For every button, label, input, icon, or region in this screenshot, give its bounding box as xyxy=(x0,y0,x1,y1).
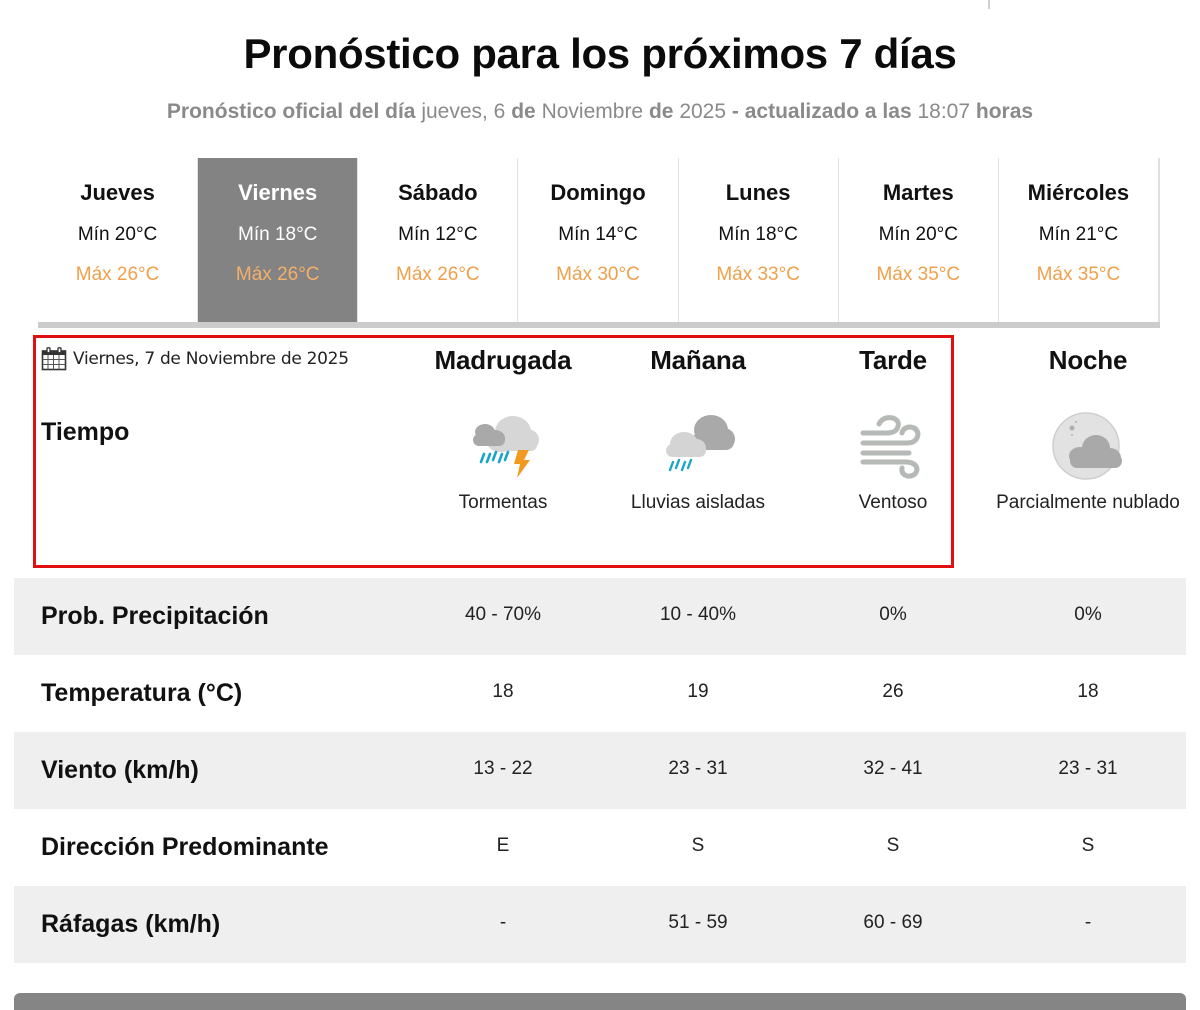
cell-tarde: 0% xyxy=(879,603,907,625)
day-max-temp: Máx 33°C xyxy=(716,264,800,285)
day-name: Miércoles xyxy=(1027,180,1130,205)
cell-noche: S xyxy=(1081,834,1095,856)
page-title: Pronóstico para los próximos 7 días xyxy=(243,30,957,77)
subtitle-year: 2025 xyxy=(679,100,727,123)
day-min-temp: Mín 14°C xyxy=(558,224,638,245)
cell-manana: 19 xyxy=(687,680,709,702)
row-label: Viento (km/h) xyxy=(41,756,199,784)
day-tab-martes[interactable]: Martes Mín 20°C Máx 35°C xyxy=(839,158,999,322)
day-min-temp: Mín 12°C xyxy=(398,224,478,245)
cell-manana: 51 - 59 xyxy=(668,911,728,933)
selected-date-text: Viernes, 7 de Noviembre de 2025 xyxy=(73,349,349,369)
day-min-temp: Mín 18°C xyxy=(718,224,798,245)
row-label: Temperatura (°C) xyxy=(41,679,243,707)
table-row-temperature: Temperatura (°C) 18 19 26 18 xyxy=(14,655,1186,732)
period-description: Ventoso xyxy=(858,492,928,513)
period-tarde: Tarde Ventoso xyxy=(783,345,1003,518)
row-label: Dirección Predominante xyxy=(41,833,329,861)
period-name: Mañana xyxy=(650,345,746,375)
cell-noche: 18 xyxy=(1077,680,1099,702)
subtitle-weekday: jueves, 6 xyxy=(421,100,506,123)
day-tab-miercoles[interactable]: Miércoles Mín 21°C Máx 35°C xyxy=(999,158,1160,322)
period-name: Madrugada xyxy=(434,345,572,375)
subtitle-time: 18:07 xyxy=(917,100,971,123)
day-min-temp: Mín 20°C xyxy=(77,224,158,245)
cell-madrugada: - xyxy=(499,911,507,933)
cell-tarde: 26 xyxy=(882,680,904,702)
day-tab-sabado[interactable]: Sábado Mín 12°C Máx 26°C xyxy=(358,158,519,322)
cell-tarde: 60 - 69 xyxy=(863,911,923,933)
top-divider xyxy=(988,0,990,9)
cell-noche: - xyxy=(1084,911,1092,933)
selected-date: Viernes, 7 de Noviembre de 2025 xyxy=(41,347,349,371)
period-name: Tarde xyxy=(859,345,927,375)
period-name: Noche xyxy=(1048,345,1128,375)
day-tab-viernes[interactable]: Viernes Mín 18°C Máx 26°C xyxy=(198,158,359,322)
day-max-temp: Máx 35°C xyxy=(876,264,961,285)
day-max-temp: Máx 26°C xyxy=(235,264,320,285)
day-max-temp: Máx 30°C xyxy=(556,264,640,285)
cell-madrugada: 18 xyxy=(492,680,514,702)
day-tab-domingo[interactable]: Domingo Mín 14°C Máx 30°C xyxy=(518,158,679,322)
row-label: Prob. Precipitación xyxy=(41,602,269,630)
forecast-subtitle: Pronóstico oficial del día jueves, 6 de … xyxy=(0,100,1200,124)
bottom-panel-header[interactable] xyxy=(14,993,1186,1010)
cell-noche: 23 - 31 xyxy=(1058,757,1118,779)
day-max-temp: Máx 35°C xyxy=(1036,264,1121,285)
cell-manana: 23 - 31 xyxy=(668,757,728,779)
period-manana: Mañana Lluvias aisladas xyxy=(588,345,808,518)
subtitle-updated: - actualizado a las xyxy=(731,100,912,123)
table-row-gusts: Ráfagas (km/h) - 51 - 59 60 - 69 - xyxy=(14,886,1186,963)
partly-cloudy-night-icon xyxy=(978,406,1198,486)
day-min-temp: Mín 20°C xyxy=(878,224,958,245)
day-name: Martes xyxy=(882,180,954,205)
cell-tarde: 32 - 41 xyxy=(863,757,923,779)
cell-manana: S xyxy=(691,834,705,856)
wind-icon xyxy=(783,406,1003,486)
forecast-table: Prob. Precipitación 40 - 70% 10 - 40% 0%… xyxy=(14,578,1186,963)
subtitle-prefix: Pronóstico oficial del día xyxy=(166,100,416,123)
period-description: Parcialmente nublado xyxy=(996,492,1180,513)
period-description: Lluvias aisladas xyxy=(630,492,766,513)
period-description: Tormentas xyxy=(458,492,548,513)
day-name: Lunes xyxy=(725,180,791,205)
day-name: Viernes xyxy=(238,180,318,205)
day-max-temp: Máx 26°C xyxy=(396,264,480,285)
table-row-precipitation: Prob. Precipitación 40 - 70% 10 - 40% 0%… xyxy=(14,578,1186,655)
day-name: Domingo xyxy=(550,180,646,205)
day-min-temp: Mín 18°C xyxy=(238,224,318,245)
table-row-wind: Viento (km/h) 13 - 22 23 - 31 32 - 41 23… xyxy=(14,732,1186,809)
subtitle-month: Noviembre xyxy=(541,100,644,123)
thunderstorm-icon xyxy=(393,406,613,486)
row-label: Ráfagas (km/h) xyxy=(41,910,221,938)
day-name: Sábado xyxy=(398,180,478,205)
period-noche: Noche Parcialmente nublado xyxy=(978,345,1198,518)
cell-madrugada: 40 - 70% xyxy=(464,603,542,625)
calendar-icon xyxy=(41,347,67,371)
cell-noche: 0% xyxy=(1074,603,1102,625)
day-tab-lunes[interactable]: Lunes Mín 18°C Máx 33°C xyxy=(679,158,839,322)
day-max-temp: Máx 26°C xyxy=(75,264,160,285)
day-tab-jueves[interactable]: Jueves Mín 20°C Máx 26°C xyxy=(38,158,199,322)
subtitle-de1: de xyxy=(511,100,536,123)
isolated-rain-icon xyxy=(588,406,808,486)
day-tabs: Jueves Mín 20°C Máx 26°C Viernes Mín 18°… xyxy=(38,158,1160,328)
period-madrugada: Madrugada Tormentas xyxy=(393,345,613,518)
weather-row-label: Tiempo xyxy=(41,418,130,446)
cell-manana: 10 - 40% xyxy=(659,603,737,625)
cell-tarde: S xyxy=(886,834,900,856)
subtitle-suffix: horas xyxy=(975,100,1034,123)
cell-madrugada: 13 - 22 xyxy=(473,757,533,779)
day-name: Jueves xyxy=(80,180,155,205)
day-min-temp: Mín 21°C xyxy=(1038,224,1119,245)
cell-madrugada: E xyxy=(496,834,510,856)
table-row-direction: Dirección Predominante E S S S xyxy=(14,809,1186,886)
subtitle-de2: de xyxy=(648,100,674,123)
